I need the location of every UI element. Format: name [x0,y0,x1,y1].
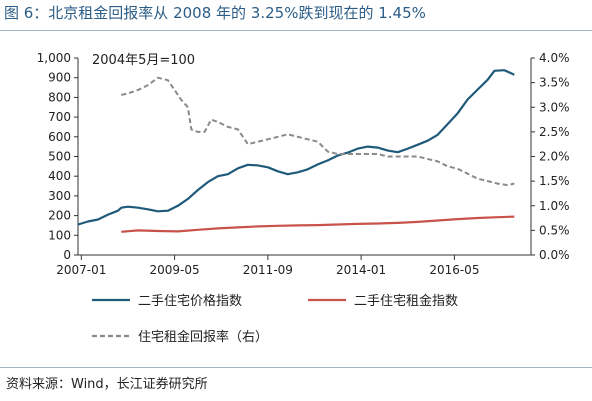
y-left-tick-label: 200 [48,209,71,223]
x-tick-label: 2016-05 [429,263,479,277]
chart-annotation: 2004年5月=100 [92,53,195,68]
y-left-tick-label: 900 [48,71,71,85]
x-tick-label: 2014-01 [336,263,386,277]
y-right-tick-label: 1.5% [539,174,570,188]
y-left-tick-label: 1,000 [37,51,71,65]
chart-series [77,69,515,233]
y-right-tick-label: 1.0% [539,199,570,213]
y-right-tick-label: 3.0% [539,100,570,114]
y-right-tick-label: 2.0% [539,150,570,164]
x-tick-label: 2009-05 [150,263,200,277]
y-right-tick-label: 4.0% [539,51,570,65]
legend-label: 住宅租金回报率（右） [138,329,268,345]
source-divider [0,367,592,368]
y-left-tick-label: 500 [48,150,71,164]
title-divider [0,30,592,31]
legend-label: 二手住宅价格指数 [138,293,242,309]
y-left-tick-label: 700 [48,110,71,124]
legend-label: 二手住宅租金指数 [354,293,458,309]
chart-axes: 0 100 200 300 400 500 600 700 800 900 1,000 0.0% 0.5… [37,51,570,277]
rent-index-line [121,215,515,233]
y-left-tick-label: 0 [63,248,71,262]
y-left-tick-label: 400 [48,169,71,183]
y-right-tick-label: 3.5% [539,76,570,90]
x-tick-label: 2011-09 [243,263,293,277]
price-index-line [77,69,515,226]
y-left-tick-label: 100 [48,228,71,242]
y-left-tick-label: 600 [48,130,71,144]
y-right-tick-label: 2.5% [539,125,570,139]
source-note: 资料来源：Wind，长江证券研究所 [6,377,208,392]
rental-yield-line [121,76,515,187]
x-tick-label: 2007-01 [56,263,106,277]
y-right-tick-label: 0.5% [539,223,570,237]
chart: 0 100 200 300 400 500 600 700 800 900 1,000 0.0% 0.5… [37,51,570,345]
y-left-tick-label: 800 [48,90,71,104]
y-left-tick-label: 300 [48,189,71,203]
chart-title: 图 6：北京租金回报率从 2008 年的 3.25%跌到现在的 1.45% [4,4,426,22]
y-right-tick-label: 0.0% [539,248,570,262]
